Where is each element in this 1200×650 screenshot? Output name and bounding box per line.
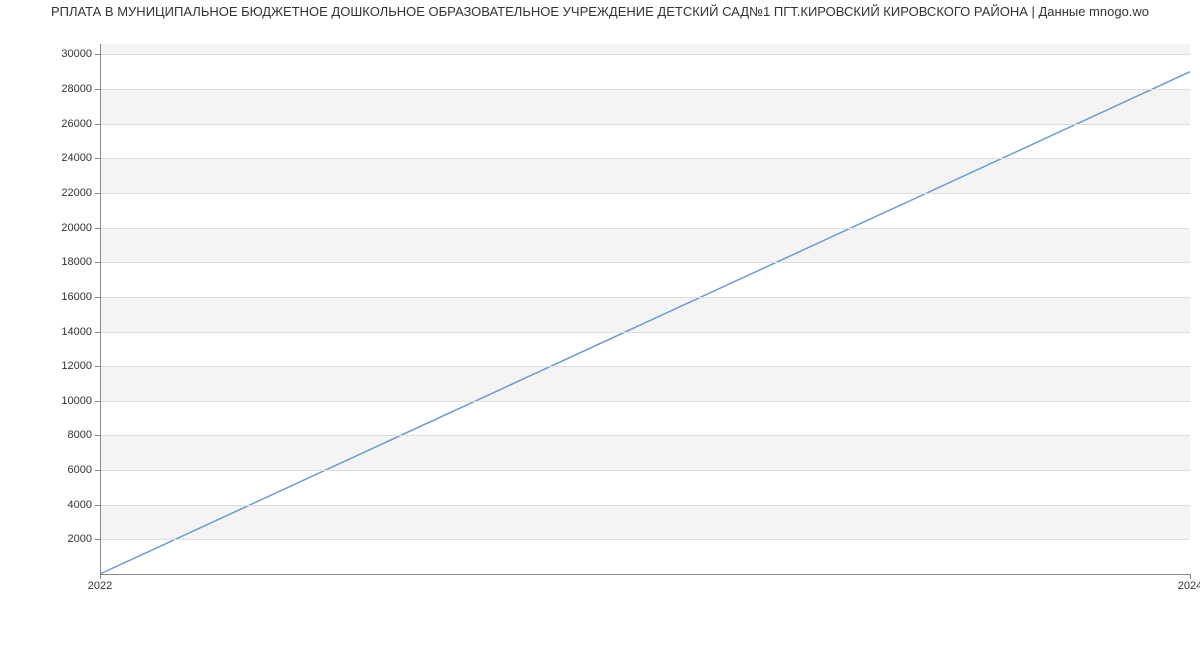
chart-container: РПЛАТА В МУНИЦИПАЛЬНОЕ БЮДЖЕТНОЕ ДОШКОЛЬ…: [0, 0, 1200, 650]
x-tick-label: 2024: [1178, 580, 1200, 592]
y-gridline: [100, 158, 1190, 159]
y-gridline: [100, 505, 1190, 506]
y-tick-label: 8000: [68, 429, 92, 441]
y-gridline: [100, 193, 1190, 194]
y-tick-label: 10000: [61, 395, 92, 407]
y-gridline: [100, 435, 1190, 436]
y-tick-label: 12000: [61, 360, 92, 372]
y-tick-label: 28000: [61, 83, 92, 95]
y-tick-label: 18000: [61, 256, 92, 268]
series-line: [100, 72, 1190, 574]
y-tick-label: 16000: [61, 291, 92, 303]
x-tick-label: 2022: [88, 580, 112, 592]
y-gridline: [100, 539, 1190, 540]
chart-title: РПЛАТА В МУНИЦИПАЛЬНОЕ БЮДЖЕТНОЕ ДОШКОЛЬ…: [0, 4, 1200, 19]
y-gridline: [100, 332, 1190, 333]
x-tick-mark: [1190, 574, 1191, 579]
y-tick-label: 30000: [61, 48, 92, 60]
y-tick-label: 2000: [68, 533, 92, 545]
y-tick-label: 22000: [61, 187, 92, 199]
y-gridline: [100, 89, 1190, 90]
y-gridline: [100, 366, 1190, 367]
y-tick-label: 6000: [68, 464, 92, 476]
y-tick-label: 20000: [61, 222, 92, 234]
y-axis-line: [100, 44, 101, 574]
y-tick-label: 24000: [61, 152, 92, 164]
y-tick-label: 26000: [61, 118, 92, 130]
y-tick-label: 4000: [68, 499, 92, 511]
plot-area: 2000400060008000100001200014000160001800…: [100, 44, 1190, 574]
y-gridline: [100, 54, 1190, 55]
y-tick-label: 14000: [61, 326, 92, 338]
x-axis-line: [100, 574, 1190, 575]
y-gridline: [100, 470, 1190, 471]
y-gridline: [100, 228, 1190, 229]
y-gridline: [100, 262, 1190, 263]
y-gridline: [100, 124, 1190, 125]
y-gridline: [100, 297, 1190, 298]
y-gridline: [100, 401, 1190, 402]
